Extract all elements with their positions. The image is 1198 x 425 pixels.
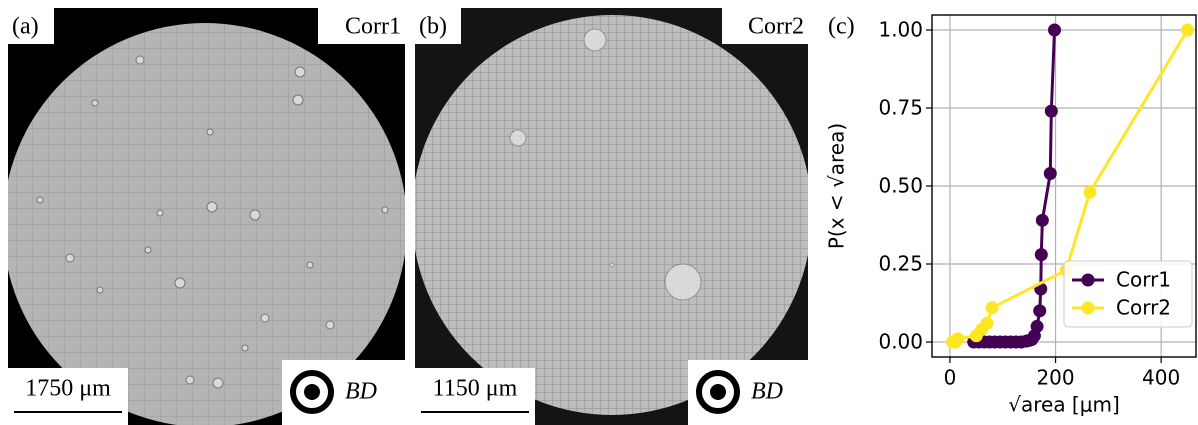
y-tick-label: 0.25: [878, 252, 923, 276]
pores: [36, 55, 389, 389]
label-box: [415, 8, 461, 44]
bd-dot: [710, 384, 726, 400]
bd-box: [282, 360, 405, 425]
axes-frame: [931, 14, 1197, 358]
data-point: [985, 301, 999, 315]
scale-box: [8, 368, 128, 425]
data-point: [1035, 213, 1049, 227]
data-point: [1083, 185, 1097, 199]
label-box: [8, 8, 54, 44]
x-tick-label: 0: [944, 366, 957, 390]
panel-a: (a) Corr1 1750 μm BD: [8, 8, 405, 425]
panel-name: Corr1: [345, 14, 401, 40]
data-point: [951, 332, 965, 346]
data-point: [1033, 304, 1047, 318]
scale-box: [415, 368, 535, 425]
bd-box: [688, 360, 808, 425]
y-tick-label: 0.50: [878, 174, 923, 198]
label-box: [318, 8, 405, 44]
data-point: [1181, 23, 1195, 37]
bd-label: BD: [751, 379, 783, 405]
x-axis-label: √area [μm]: [1008, 393, 1120, 417]
y-tick-label: 0.75: [878, 95, 923, 119]
legend-marker: [1081, 301, 1095, 315]
legend-label: Corr1: [1116, 268, 1171, 292]
pores: [509, 28, 702, 301]
label-box: [722, 8, 808, 44]
scale-bar-label: 1750 μm: [25, 376, 111, 402]
data-point: [980, 316, 994, 330]
specimen: [415, 15, 808, 415]
data-point: [1034, 248, 1048, 262]
x-tick-label: 400: [1142, 366, 1180, 390]
x-tick-label: 200: [1036, 366, 1074, 390]
bd-symbol: [696, 370, 740, 414]
legend-label: Corr2: [1116, 296, 1171, 320]
panel-label: (b): [419, 14, 447, 40]
y-tick-label: 1.00: [878, 17, 923, 41]
panel-label: (c): [828, 14, 855, 40]
specimen: [8, 23, 405, 425]
data-point: [1047, 23, 1061, 37]
bd-symbol: [290, 370, 334, 414]
y-tick-label: 0.00: [878, 330, 923, 354]
bd-label: BD: [345, 379, 377, 405]
data-point: [1030, 319, 1044, 333]
legend-marker: [1081, 273, 1095, 287]
panel-name: Corr2: [748, 14, 804, 40]
panel-label: (a): [12, 14, 39, 40]
scale-bar-label: 1150 μm: [433, 376, 518, 402]
data-point: [1044, 104, 1058, 118]
panel-b: (b) Corr2 1150 μm BD: [415, 8, 808, 425]
chart: 0.00 0.25 0.50 0.75 1.00 0 200 400 √area [μm] P(x…: [825, 14, 1197, 417]
data-point: [1043, 167, 1057, 181]
bd-dot: [304, 384, 320, 400]
legend-box: [1063, 260, 1193, 328]
y-axis-label: P(x < √area): [825, 123, 849, 249]
